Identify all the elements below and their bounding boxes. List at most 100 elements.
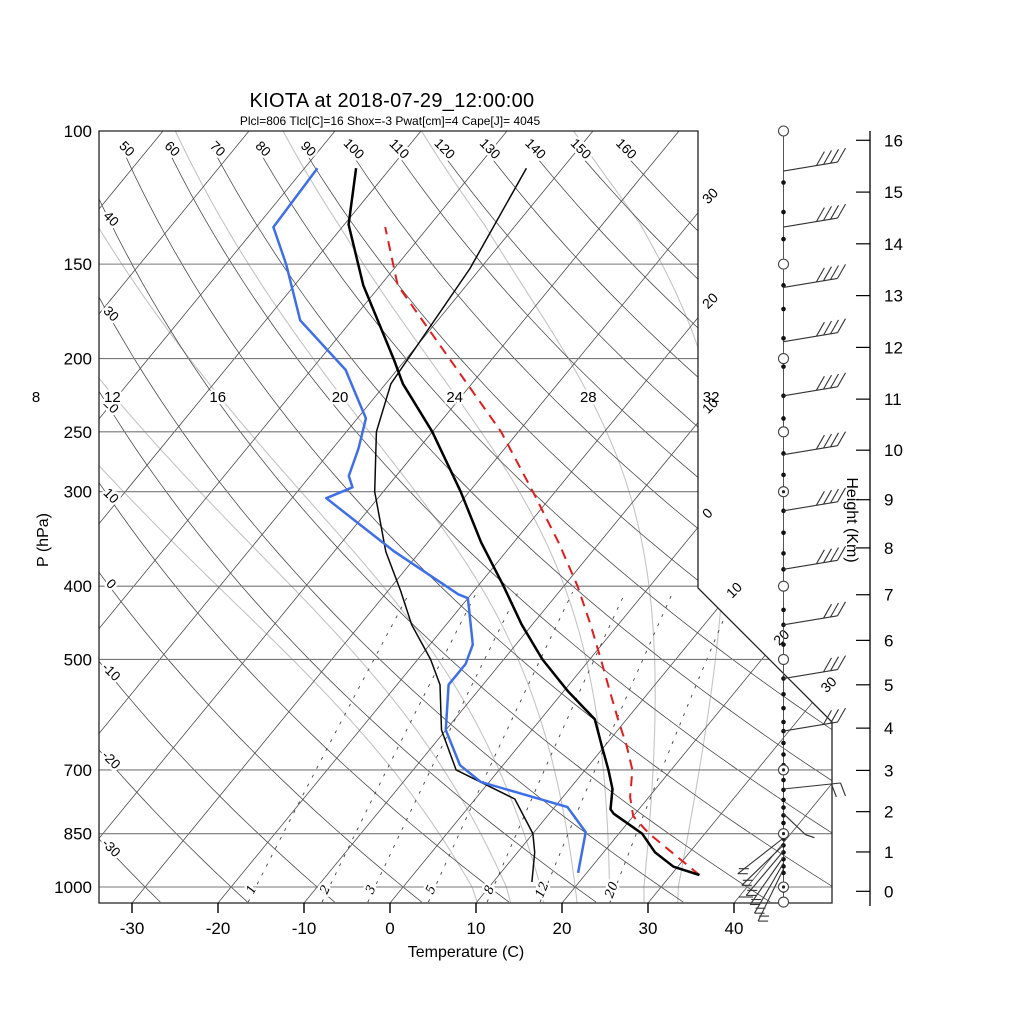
dry-adiabat-line [482, 145, 832, 903]
x-axis-label: Temperature (C) [407, 944, 525, 961]
svg-text:-20: -20 [99, 748, 123, 772]
wind-barb [749, 856, 784, 905]
mixing-ratio-line [367, 591, 519, 903]
svg-text:5: 5 [422, 883, 439, 896]
dry-adiabat-line [120, 145, 832, 903]
chart-title: KIOTA at 2018-07-29_12:00:00 [249, 90, 535, 112]
wind-barb [823, 548, 832, 563]
level-dot [781, 607, 786, 613]
moist-adiabat-line [99, 131, 478, 903]
height-axis-label: Height (Km) [843, 477, 860, 563]
svg-text:30: 30 [699, 184, 721, 206]
wind-barb [783, 445, 838, 456]
wet-bulb-curve [373, 167, 536, 883]
wind-barb [823, 150, 832, 165]
wind-barb [783, 501, 838, 512]
parcel-curve [384, 226, 701, 876]
wind-barb [837, 601, 846, 617]
svg-text:3: 3 [884, 761, 893, 780]
svg-text:0: 0 [103, 576, 119, 592]
svg-text:1000: 1000 [54, 878, 92, 897]
wind-barb [837, 147, 846, 163]
level-circle [777, 653, 790, 665]
wind-barb [837, 487, 846, 503]
level-dot [781, 752, 786, 757]
isotherm-line [99, 131, 250, 903]
wind-barb [737, 837, 784, 875]
wind-barb [823, 266, 832, 281]
isotherm-line [561, 131, 832, 903]
wind-barb [783, 721, 838, 732]
dry-adiabat-line [211, 145, 832, 903]
moist-adiabat-line [421, 131, 656, 903]
svg-text:5: 5 [884, 676, 893, 695]
wind-barb [830, 602, 839, 618]
wind-column [736, 125, 847, 922]
svg-text:100: 100 [341, 136, 368, 163]
wind-barb [741, 844, 784, 886]
svg-text:12: 12 [884, 338, 903, 357]
level-circle-dot [781, 768, 786, 772]
svg-text:11: 11 [884, 390, 902, 409]
mixing-ratio-line [609, 591, 736, 903]
level-dot [781, 850, 786, 855]
svg-text:850: 850 [64, 825, 92, 844]
level-dot [781, 797, 786, 803]
mixing-ratio-line [486, 591, 626, 903]
isotherm-line [99, 131, 594, 903]
wind-barb [823, 710, 832, 725]
wind-barb [830, 656, 839, 671]
svg-text:160: 160 [613, 136, 640, 163]
dry-adiabat-line [572, 145, 832, 903]
wind-barb [783, 782, 841, 790]
level-dot [781, 705, 786, 711]
isotherm-line [99, 131, 164, 903]
svg-text:250: 250 [64, 423, 92, 442]
mixing-ratio-line [427, 591, 574, 903]
dry-adiabat-line [99, 145, 510, 903]
wind-barb [830, 547, 839, 562]
svg-text:700: 700 [64, 761, 92, 780]
dry-adiabat-line [527, 145, 832, 903]
dry-adiabat-line [301, 145, 832, 903]
mixing-ratio-line [321, 591, 478, 903]
dry-adiabat-line [99, 145, 422, 903]
wind-barb [823, 657, 832, 673]
isotherm-line [131, 131, 766, 903]
svg-text:120: 120 [431, 136, 458, 163]
svg-text:400: 400 [64, 577, 92, 596]
level-circle-dot [781, 832, 786, 836]
wind-barb [837, 707, 846, 723]
level-circle [777, 896, 790, 908]
isotherm-line [733, 131, 832, 903]
wind-barb [823, 206, 832, 221]
dry-adiabat-line [99, 145, 597, 903]
wind-barb [830, 319, 839, 335]
svg-text:10: 10 [884, 441, 903, 460]
wind-barb [837, 203, 846, 219]
temperature-curve [347, 168, 700, 877]
level-dot [781, 236, 786, 242]
svg-text:100: 100 [64, 122, 92, 141]
level-dot [781, 283, 786, 288]
wind-barb [823, 489, 832, 505]
wind-barb [837, 546, 846, 561]
wind-barb [783, 386, 838, 397]
dry-adiabat-line [346, 145, 832, 903]
svg-text:500: 500 [64, 650, 92, 669]
wind-barb [823, 433, 832, 449]
wind-barb [823, 374, 832, 390]
dry-adiabat-line [99, 146, 248, 903]
chart-subtitle: Plcl=806 Tlcl[C]=16 Shox=-3 Pwat[cm]=4 C… [239, 114, 541, 128]
svg-text:-30: -30 [120, 919, 145, 938]
svg-text:28: 28 [580, 389, 597, 406]
wind-barb [837, 655, 846, 670]
level-dot [781, 364, 786, 369]
wind-barb [757, 868, 784, 922]
level-dot [781, 728, 786, 734]
wind-barb [783, 615, 838, 626]
wind-barb [783, 813, 806, 836]
level-dot [781, 472, 786, 478]
wind-barb [783, 161, 838, 172]
moist-adiabat-line [282, 131, 612, 903]
